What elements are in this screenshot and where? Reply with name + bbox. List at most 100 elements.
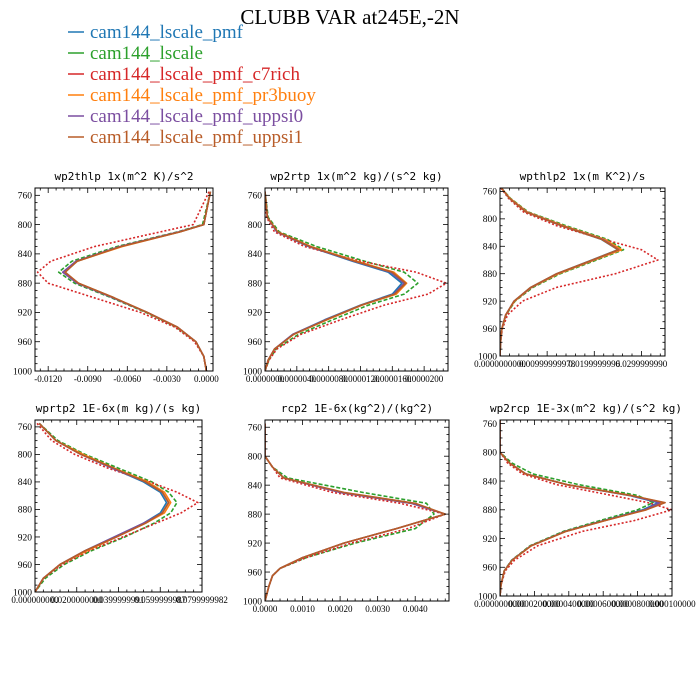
x-tick-label: 0.0040	[403, 604, 428, 614]
y-tick-label: 800	[483, 449, 498, 459]
x-tick-label: 0.0000000	[246, 374, 285, 384]
panel-title: rcp2 1E-6x(kg^2)/(kg^2)	[281, 402, 433, 415]
y-tick-label: 760	[248, 424, 263, 434]
panel-title: wp2rcp 1E-3x(m^2 kg)/(s^2 kg)	[490, 402, 682, 415]
legend-item: cam144_lscale	[68, 43, 203, 64]
series-line	[500, 420, 665, 596]
y-tick-label: 840	[18, 478, 33, 488]
y-tick-label: 920	[18, 309, 33, 319]
y-tick-label: 800	[248, 221, 263, 231]
y-tick-label: 800	[248, 453, 263, 463]
x-tick-label: 0.0030	[365, 604, 390, 614]
legend-label: cam144_lscale_pmf_c7rich	[90, 64, 300, 85]
x-tick-label: 0.0000160	[373, 374, 412, 384]
x-tick-label: -0.0090	[74, 374, 102, 384]
plot-frame	[264, 187, 449, 372]
y-tick-label: 840	[483, 243, 498, 253]
x-tick-label: 0.0000	[194, 374, 219, 384]
series-line	[265, 423, 447, 601]
series-line	[265, 191, 448, 371]
y-tick-label: 880	[483, 506, 498, 516]
y-tick-label: 880	[483, 270, 498, 280]
series-line	[64, 191, 212, 371]
x-tick-label: 0.0000400000	[543, 599, 595, 609]
y-tick-label: 880	[18, 506, 33, 516]
x-tick-label: 0.0000000000	[474, 599, 526, 609]
series-line	[36, 191, 210, 371]
chart-panels: wp2thlp 1x(m^2 K)/s^2 760 800 840 880 920 960 1…	[11, 170, 696, 614]
series-line	[35, 422, 170, 592]
x-tick-label: 0.0399999991	[93, 595, 145, 605]
x-tick-label: 0.0000040	[278, 374, 317, 384]
series-line	[500, 188, 659, 356]
series-line	[57, 191, 212, 371]
legend-item: cam144_lscale_pmf_pr3buoy	[68, 85, 316, 106]
series-group	[36, 191, 212, 371]
y-tick-label: 1000	[478, 352, 497, 362]
series-group	[500, 420, 672, 596]
series-group	[265, 191, 448, 371]
series-line	[265, 191, 408, 371]
x-tick-label: 0.0799999982	[176, 595, 228, 605]
series-line	[265, 423, 447, 601]
series-line	[265, 191, 407, 371]
y-tick-label: 840	[483, 477, 498, 487]
series-group	[265, 423, 447, 601]
x-tick-label: 0.0000200000	[509, 599, 561, 609]
legend-label: cam144_lscale_pmf_pr3buoy	[90, 85, 316, 106]
y-tick-label: 840	[248, 250, 263, 260]
legend-item: cam144_lscale_pmf_c7rich	[68, 64, 300, 85]
series-group	[500, 188, 659, 356]
y-tick-label: 840	[18, 250, 33, 260]
y-tick-label: 920	[248, 309, 263, 319]
series-line	[500, 420, 660, 596]
x-tick-label: 0.000100000	[648, 599, 696, 609]
panel-title: wpthlp2 1x(m K^2)/s	[520, 170, 646, 183]
panel-title: wp2rtp 1x(m^2 kg)/(s^2 kg)	[270, 170, 442, 183]
legend-label: cam144_lscale_pmf_uppsi0	[90, 106, 303, 127]
x-tick-label: 0.0000000000	[474, 359, 526, 369]
series-line	[500, 188, 620, 356]
y-tick-label: 920	[18, 533, 33, 543]
y-tick-label: 800	[18, 221, 33, 231]
y-tick-label: 960	[18, 561, 33, 571]
chart-panel: wprtp2 1E-6x(m kg)/(s kg)760 800 840 880 920…	[11, 402, 228, 605]
plot-frame	[499, 187, 666, 357]
series-line	[265, 191, 403, 371]
series-line	[265, 423, 435, 601]
y-tick-label: 880	[248, 510, 263, 520]
y-tick-label: 1000	[478, 592, 497, 602]
chart-panel: wp2rcp 1E-3x(m^2 kg)/(s^2 kg) 760 800 840 88…	[474, 402, 696, 609]
series-line	[500, 420, 672, 596]
legend-item: cam144_lscale_pmf	[68, 22, 244, 43]
series-line	[265, 191, 419, 371]
legend-item: cam144_lscale_pmf_uppsi1	[68, 127, 303, 148]
x-tick-label: 0.0000200	[405, 374, 444, 384]
chart-panel: wpthlp2 1x(m K^2)/s 760 800 840 880 920 960 100…	[474, 170, 668, 369]
y-tick-label: 960	[248, 338, 263, 348]
plot-frame	[264, 419, 450, 602]
x-tick-label: 0.0010	[290, 604, 315, 614]
series-group	[35, 422, 199, 592]
series-line	[265, 423, 447, 601]
plot-frame	[499, 419, 673, 597]
series-line	[265, 191, 406, 371]
y-tick-label: 920	[248, 539, 263, 549]
chart-panel: wp2thlp 1x(m^2 K)/s^2 760 800 840 880 920 960 1…	[13, 170, 219, 384]
legend-label: cam144_lscale	[90, 43, 203, 64]
legend-label: cam144_lscale_pmf_uppsi1	[90, 127, 303, 148]
x-tick-label: 0.0000080	[310, 374, 349, 384]
legend-label: cam144_lscale_pmf	[90, 22, 244, 43]
y-tick-label: 1000	[243, 597, 262, 607]
x-tick-label: 0.0000600000	[577, 599, 629, 609]
chart-panel: wp2rtp 1x(m^2 kg)/(s^2 kg) 760 800 840 880 92…	[243, 170, 449, 384]
chart-panel: rcp2 1E-6x(kg^2)/(kg^2) 760 800 840 880 920 96…	[243, 402, 450, 614]
x-tick-label: -0.0030	[153, 374, 181, 384]
y-tick-label: 960	[248, 568, 263, 578]
series-line	[61, 191, 212, 371]
y-tick-label: 760	[483, 188, 498, 198]
x-tick-label: 0.0199999996	[568, 359, 620, 369]
legend-item: cam144_lscale_pmf_uppsi0	[68, 106, 303, 127]
x-tick-label: 0.0000800000	[612, 599, 664, 609]
